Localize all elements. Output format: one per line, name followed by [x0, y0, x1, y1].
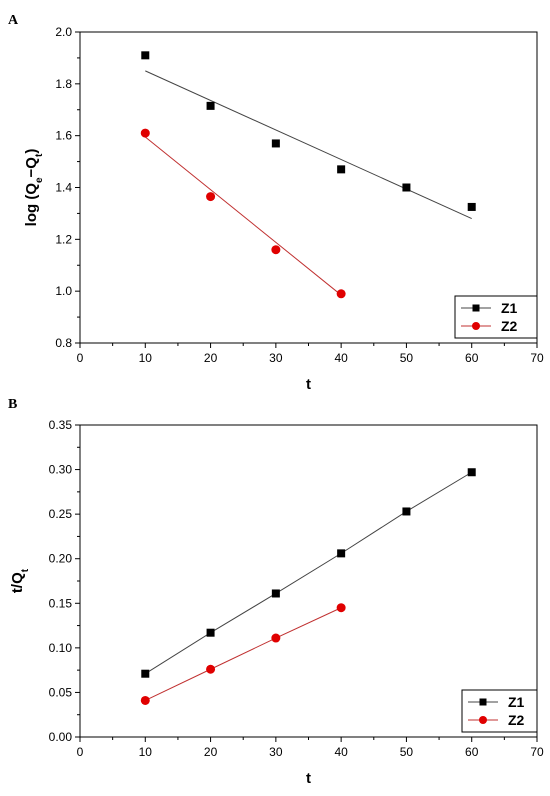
- y-tick-label: 1.4: [55, 181, 72, 195]
- x-tick-label: 50: [400, 745, 414, 759]
- series-z2: [140, 603, 346, 705]
- x-tick-label: 50: [400, 351, 414, 365]
- y-axis-title: t/Qt: [9, 568, 31, 593]
- series-z1: [141, 468, 476, 678]
- fit-line: [145, 70, 472, 220]
- y-axis-title: log (Qe−Qt): [23, 149, 45, 227]
- x-axis-title: t: [306, 376, 311, 393]
- x-tick-label: 0: [77, 351, 84, 365]
- y-tick-label: 0.10: [49, 641, 73, 655]
- series-z1: [141, 51, 476, 220]
- y-tick-label: 1.0: [55, 284, 72, 298]
- x-tick-label: 10: [139, 351, 153, 365]
- data-point: [467, 468, 476, 477]
- data-point: [336, 289, 346, 299]
- data-point: [337, 165, 346, 174]
- data-point: [206, 101, 215, 110]
- legend-marker: [479, 716, 487, 724]
- x-tick-label: 40: [334, 745, 348, 759]
- x-tick-label: 70: [530, 745, 544, 759]
- x-tick-label: 20: [204, 351, 218, 365]
- x-tick-label: 30: [269, 745, 283, 759]
- data-point: [402, 183, 411, 192]
- y-tick-label: 1.2: [55, 232, 72, 246]
- y-tick-label: 0.25: [49, 507, 73, 521]
- data-point: [337, 549, 346, 558]
- y-tick-label: 0.15: [49, 596, 73, 610]
- panel-label: B: [8, 397, 17, 412]
- legend-label: Z2: [501, 318, 518, 334]
- legend-marker: [479, 698, 487, 706]
- data-point: [141, 669, 150, 678]
- series-line: [145, 607, 342, 701]
- series-z2: [140, 128, 346, 299]
- y-tick-label: 0.35: [49, 418, 73, 432]
- series-line: [145, 471, 472, 675]
- data-point: [140, 128, 150, 138]
- data-point: [336, 603, 346, 613]
- x-tick-label: 20: [204, 745, 218, 759]
- legend-label: Z2: [508, 712, 525, 728]
- x-tick-label: 30: [269, 351, 283, 365]
- data-point: [271, 589, 280, 598]
- x-axis-title: t: [306, 770, 311, 787]
- x-tick-label: 60: [465, 745, 479, 759]
- x-tick-label: 60: [465, 351, 479, 365]
- data-point: [271, 245, 281, 255]
- chart-panel-b: B 0 10 20 30 40 50 60 70 0.00 0.05 0.10 0.15 0.20 0.25…: [8, 397, 544, 787]
- legend-marker: [472, 304, 480, 312]
- y-tick-label: 2.0: [55, 25, 72, 39]
- y-tick-label: 0.00: [49, 730, 73, 744]
- y-tick-label: 0.20: [49, 552, 73, 566]
- legend-label: Z1: [508, 694, 525, 710]
- data-point: [206, 628, 215, 637]
- data-point: [271, 633, 281, 643]
- data-point: [206, 192, 216, 202]
- data-point: [467, 202, 476, 211]
- panel-label: A: [8, 13, 19, 28]
- data-point: [402, 507, 411, 516]
- y-tick-label: 1.8: [55, 77, 72, 91]
- y-tick-label: 0.8: [55, 336, 72, 350]
- data-point: [271, 139, 280, 148]
- chart-panel-a: A 0 10 20 30 40 50 60 70 0.8 1.0 1.2 1.4 1.6 1.8 2.0 t lo…: [8, 13, 544, 393]
- y-tick-label: 0.30: [49, 463, 73, 477]
- legend-marker: [472, 322, 480, 330]
- data-point: [206, 664, 216, 674]
- x-tick-label: 0: [77, 745, 84, 759]
- legend-box: [461, 689, 538, 733]
- y-tick-label: 1.6: [55, 129, 72, 143]
- x-tick-label: 70: [530, 351, 544, 365]
- legend-label: Z1: [501, 300, 518, 316]
- fit-line: [144, 136, 342, 296]
- data-point: [141, 51, 150, 60]
- x-tick-label: 40: [334, 351, 348, 365]
- data-point: [140, 695, 150, 705]
- legend-box: [454, 295, 538, 339]
- y-tick-label: 0.05: [49, 685, 73, 699]
- x-tick-label: 10: [139, 745, 153, 759]
